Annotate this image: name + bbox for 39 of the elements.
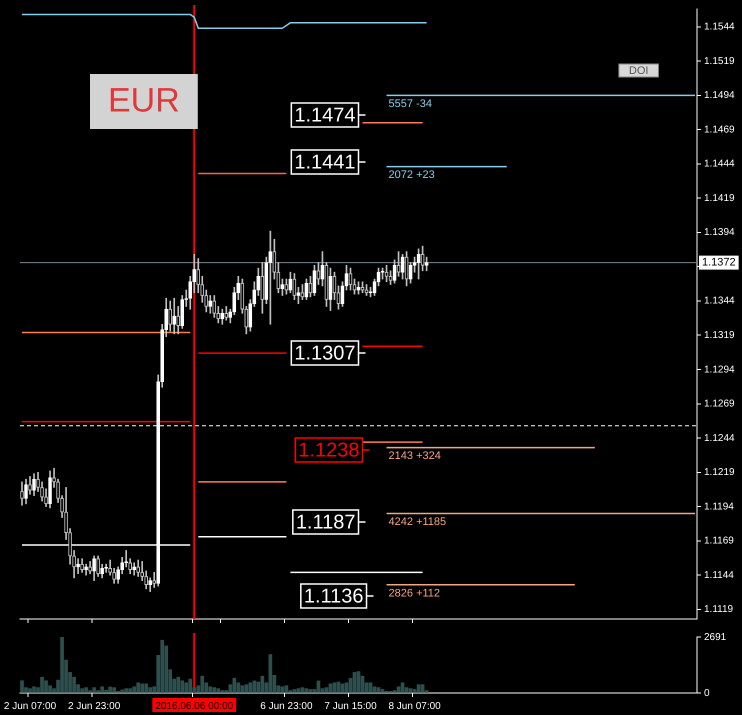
x-tick-label: 2 Jun 23:00 xyxy=(68,700,121,712)
x-tick-label: 8 Jun 07:00 xyxy=(388,700,442,712)
text: EUR xyxy=(108,81,180,120)
y-tick-label: 1.1244 xyxy=(704,432,736,444)
y-tick-label: 1.1494 xyxy=(704,90,736,102)
y-tick-label: 1.1169 xyxy=(704,536,734,547)
y-tick-label: 1.1469 xyxy=(704,124,736,136)
y-tick-label: 0 xyxy=(704,688,710,699)
ref-line-label: 1.1372 xyxy=(702,256,736,269)
series-label: 2826 +112 xyxy=(388,587,440,600)
x-tick-label: 7 Jun 15:00 xyxy=(324,700,378,712)
annotation: 1.1441 xyxy=(294,152,356,174)
y-tick-label: 1.1394 xyxy=(704,227,736,238)
y-tick-label: 1.1444 xyxy=(704,158,736,170)
series-label: 5557 -34 xyxy=(388,98,432,110)
y-tick-label: 1.1419 xyxy=(704,192,736,204)
y-tick-label: 1.1319 xyxy=(704,330,736,341)
annotation: 1.1307 xyxy=(294,342,356,365)
series-label: 2072 +23 xyxy=(388,169,435,182)
y-tick-label: 1.1519 xyxy=(704,56,736,67)
y-tick-label: 1.1294 xyxy=(704,364,736,376)
y-tick-label: 1.1219 xyxy=(704,467,736,478)
annotation: DOI xyxy=(628,65,648,78)
y-tick-label: 1.1269 xyxy=(704,398,736,410)
y-tick-label: 1.1119 xyxy=(704,604,734,616)
y-tick-label: 2691 xyxy=(704,632,727,643)
y-tick-label: 1.1144 xyxy=(704,570,734,581)
series-label: 4242 +1185 xyxy=(388,516,446,528)
series-label: 2143 +324 xyxy=(388,450,441,462)
x-tick-label: 2 Jun 07:00 xyxy=(4,700,57,712)
x-tick-label: 2016.06.06 00:00 xyxy=(155,700,234,712)
annotation: 1.1136 xyxy=(304,586,364,608)
annotation: 1.1474 xyxy=(294,104,356,127)
annotation: 1.1238 xyxy=(298,440,360,462)
y-tick-label: 1.1344 xyxy=(704,296,736,307)
x-tick-label: 6 Jun 23:00 xyxy=(260,700,313,712)
y-tick-label: 1.1194 xyxy=(704,501,734,512)
annotation: 1.1187 xyxy=(296,512,356,534)
y-tick-label: 1.1544 xyxy=(704,22,736,33)
